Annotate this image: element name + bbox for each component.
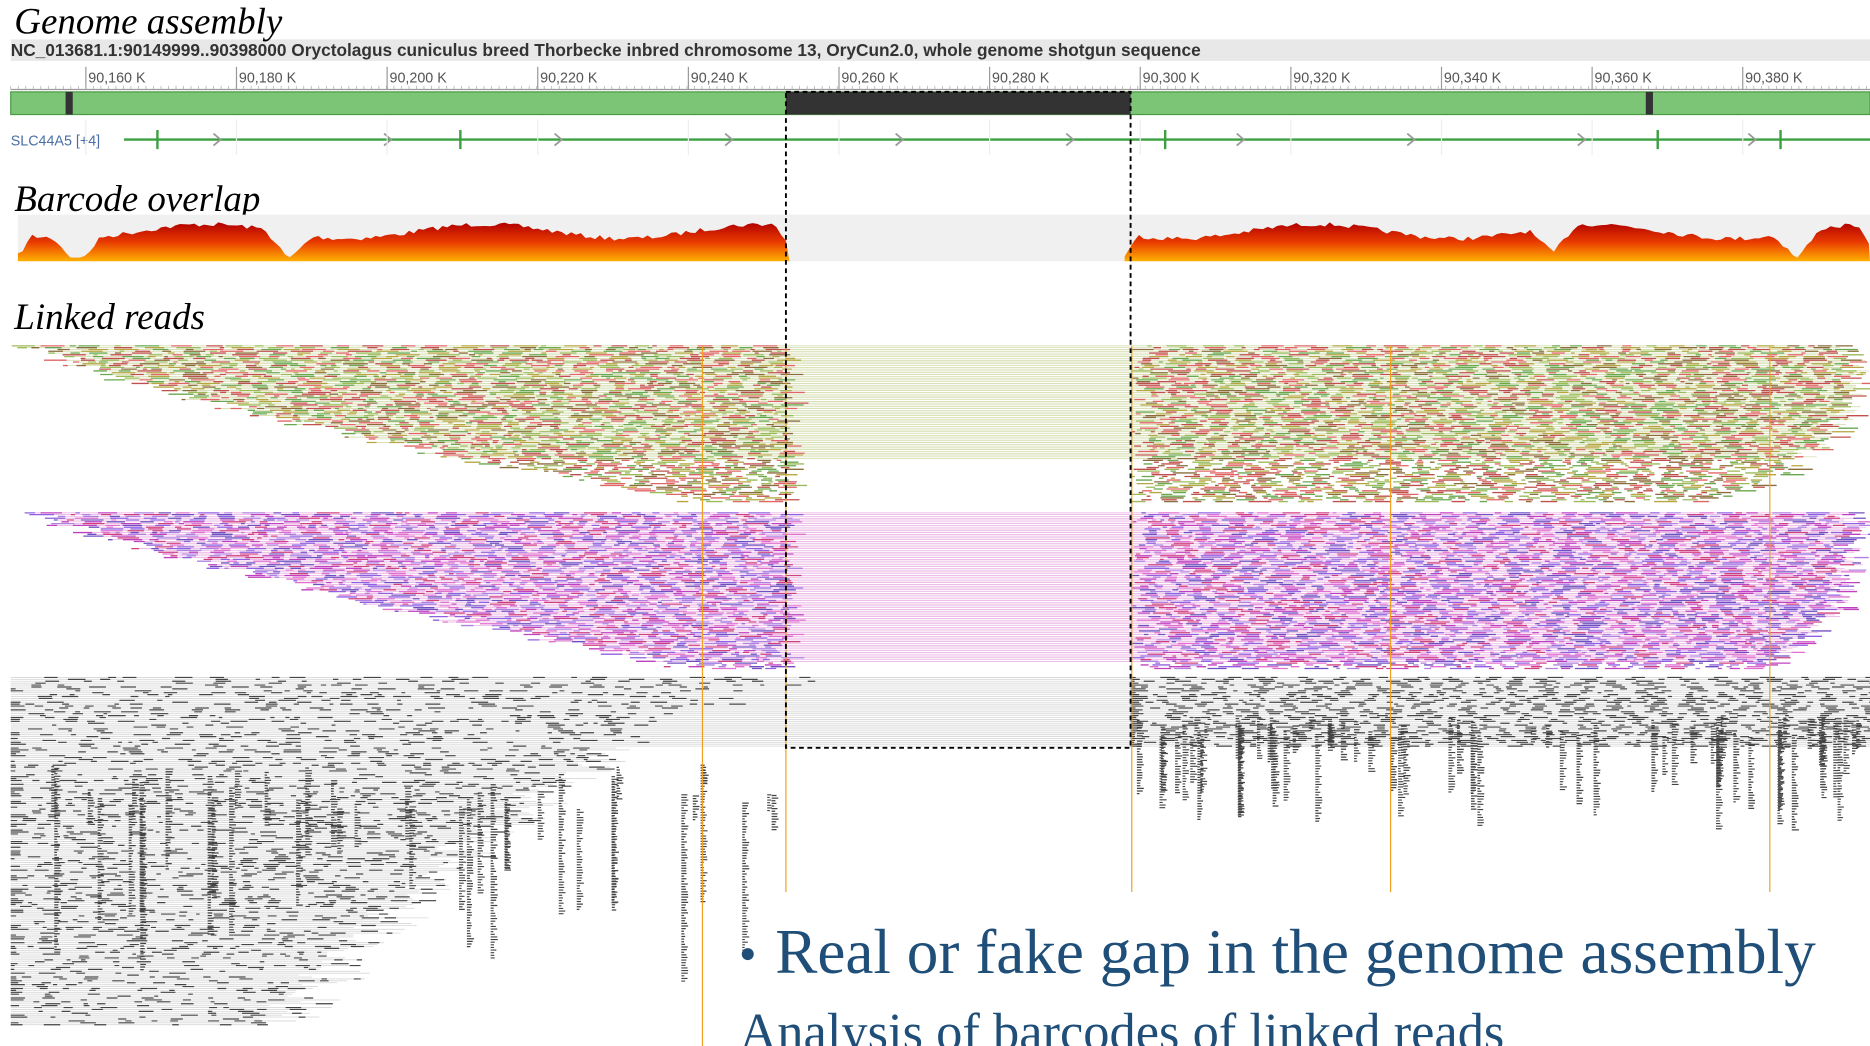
read-segments	[66, 512, 1862, 670]
assembly-gap	[1645, 91, 1653, 115]
ruler-label: 90,320 K	[1293, 70, 1351, 86]
read-segments	[81, 345, 1867, 503]
ruler-minor-ticks	[10, 85, 1867, 90]
read-segments	[44, 345, 1859, 503]
ruler-label: 90,360 K	[1595, 70, 1653, 86]
read-segments	[10, 676, 1870, 1026]
gene-label: SLC44A5 [+4]	[11, 134, 100, 150]
header-text: NC_013681.1:90149999..90398000 Oryctolag…	[11, 40, 1201, 60]
ruler-label: 90,200 K	[390, 70, 448, 86]
ruler-label: 90,280 K	[992, 70, 1050, 86]
ruler-label: 90,160 K	[88, 70, 146, 86]
ruler-label: 90,180 K	[239, 70, 297, 86]
read-segments	[53, 512, 1866, 670]
read-segments	[74, 512, 1870, 670]
bullet-text: Real or fake gap in the genome assembly	[775, 917, 1816, 987]
assembly-gap	[785, 91, 1131, 115]
section-title: Genome assembly	[14, 0, 283, 41]
ruler-label: 90,340 K	[1444, 70, 1502, 86]
read-segments	[62, 345, 1869, 503]
read-segments	[40, 512, 1861, 670]
assembly-gap	[65, 91, 73, 115]
read-segments	[40, 345, 1870, 503]
read-segments	[24, 512, 1870, 670]
ruler: 90,160 K 90,180 K 90,200 K 90,220 K 90,240 K…	[10, 66, 1870, 91]
read-links	[11, 345, 1869, 459]
gene-exon	[156, 130, 1782, 150]
gap-box	[784, 90, 1132, 749]
linked-reads	[10, 345, 1870, 1026]
overlap-area	[17, 222, 1870, 262]
header-bar	[10, 39, 1870, 61]
bullet	[741, 948, 754, 961]
section-title: Barcode overlap	[14, 178, 260, 219]
read-segments	[11, 345, 1870, 503]
gene-arrow	[212, 132, 1757, 147]
read-segments	[51, 512, 1870, 670]
read-segments	[31, 345, 1862, 503]
section-title: Linked reads	[13, 296, 205, 337]
ruler-label: 90,240 K	[691, 70, 749, 86]
gene-arrows	[156, 130, 1782, 150]
ruler-label: 90,220 K	[540, 70, 598, 86]
ruler-label: 90,260 K	[841, 70, 899, 86]
read-links	[24, 512, 1868, 662]
subtitle: Analysis of barcodes of linked reads	[739, 1004, 1504, 1046]
ruler-label: 90,380 K	[1745, 70, 1803, 86]
ruler-label: 90,300 K	[1143, 70, 1201, 86]
